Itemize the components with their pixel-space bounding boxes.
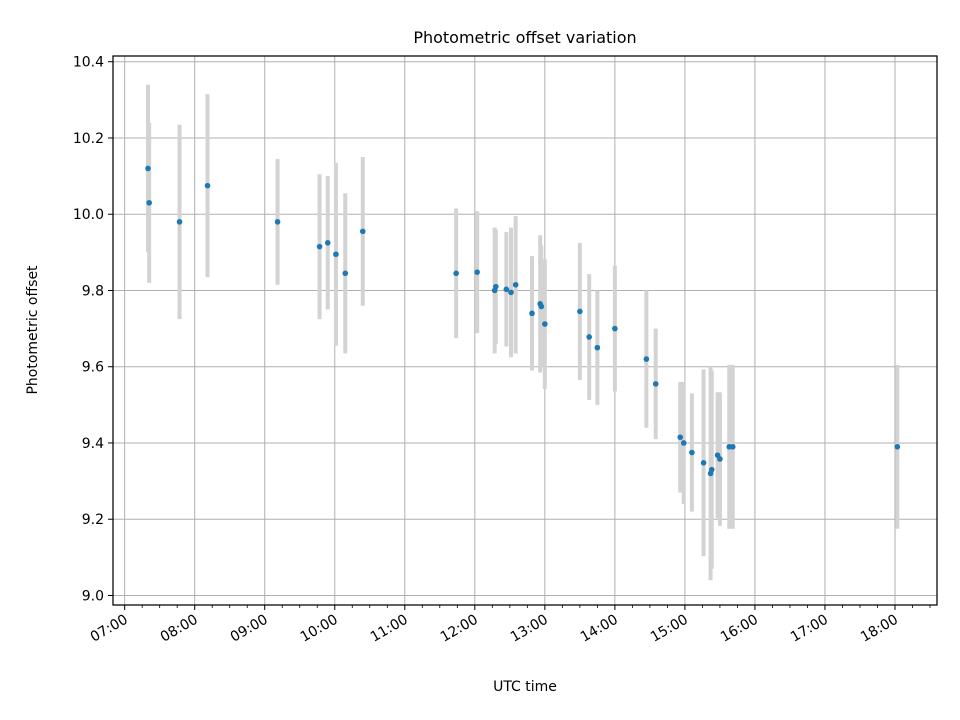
data-point — [689, 449, 695, 456]
data-point — [542, 321, 548, 327]
data-point — [145, 165, 151, 172]
y-tick-label: 9.6 — [82, 360, 104, 376]
y-tick-label: 9.0 — [82, 588, 104, 604]
data-point — [538, 303, 545, 310]
data-points — [145, 165, 901, 477]
data-point — [333, 251, 339, 258]
plot-frame — [112, 55, 938, 606]
y-tick-label: 10.4 — [73, 55, 104, 71]
data-point — [359, 228, 366, 235]
data-point — [503, 286, 510, 293]
data-point — [729, 443, 736, 450]
data-point — [176, 219, 183, 225]
data-point — [508, 289, 514, 296]
data-point — [493, 283, 499, 290]
data-point — [342, 270, 349, 277]
data-point — [594, 344, 601, 351]
data-point — [717, 456, 723, 462]
data-point — [316, 243, 323, 250]
data-point — [453, 270, 459, 277]
data-point — [324, 240, 331, 246]
data-point — [677, 434, 684, 441]
y-tick-label: 9.4 — [82, 436, 104, 452]
data-point — [643, 356, 650, 362]
data-point — [577, 308, 583, 315]
data-point — [612, 325, 618, 332]
y-axis-label: Photometric offset — [25, 265, 41, 395]
data-point — [204, 182, 211, 189]
data-point — [474, 269, 480, 275]
y-tick-label: 9.8 — [82, 283, 104, 299]
chart-title: Photometric offset variation — [413, 28, 636, 47]
data-point — [512, 281, 519, 288]
y-axis-ticks: 9.0 9.2 9.4 9.6 9.8 10.0 10.2 10.4 — [73, 55, 113, 604]
y-tick-label: 9.2 — [82, 512, 104, 528]
data-point — [708, 466, 715, 473]
y-tick-label: 10.0 — [73, 207, 104, 223]
plot-area — [113, 56, 937, 605]
data-point — [586, 334, 592, 340]
data-point — [680, 440, 687, 446]
data-point — [700, 459, 707, 466]
y-tick-label: 10.2 — [73, 131, 104, 147]
data-point — [146, 199, 152, 206]
data-point — [652, 381, 659, 387]
data-point — [894, 443, 901, 450]
x-axis-label: UTC time — [493, 679, 557, 695]
data-point — [274, 219, 281, 225]
data-point — [529, 310, 535, 317]
